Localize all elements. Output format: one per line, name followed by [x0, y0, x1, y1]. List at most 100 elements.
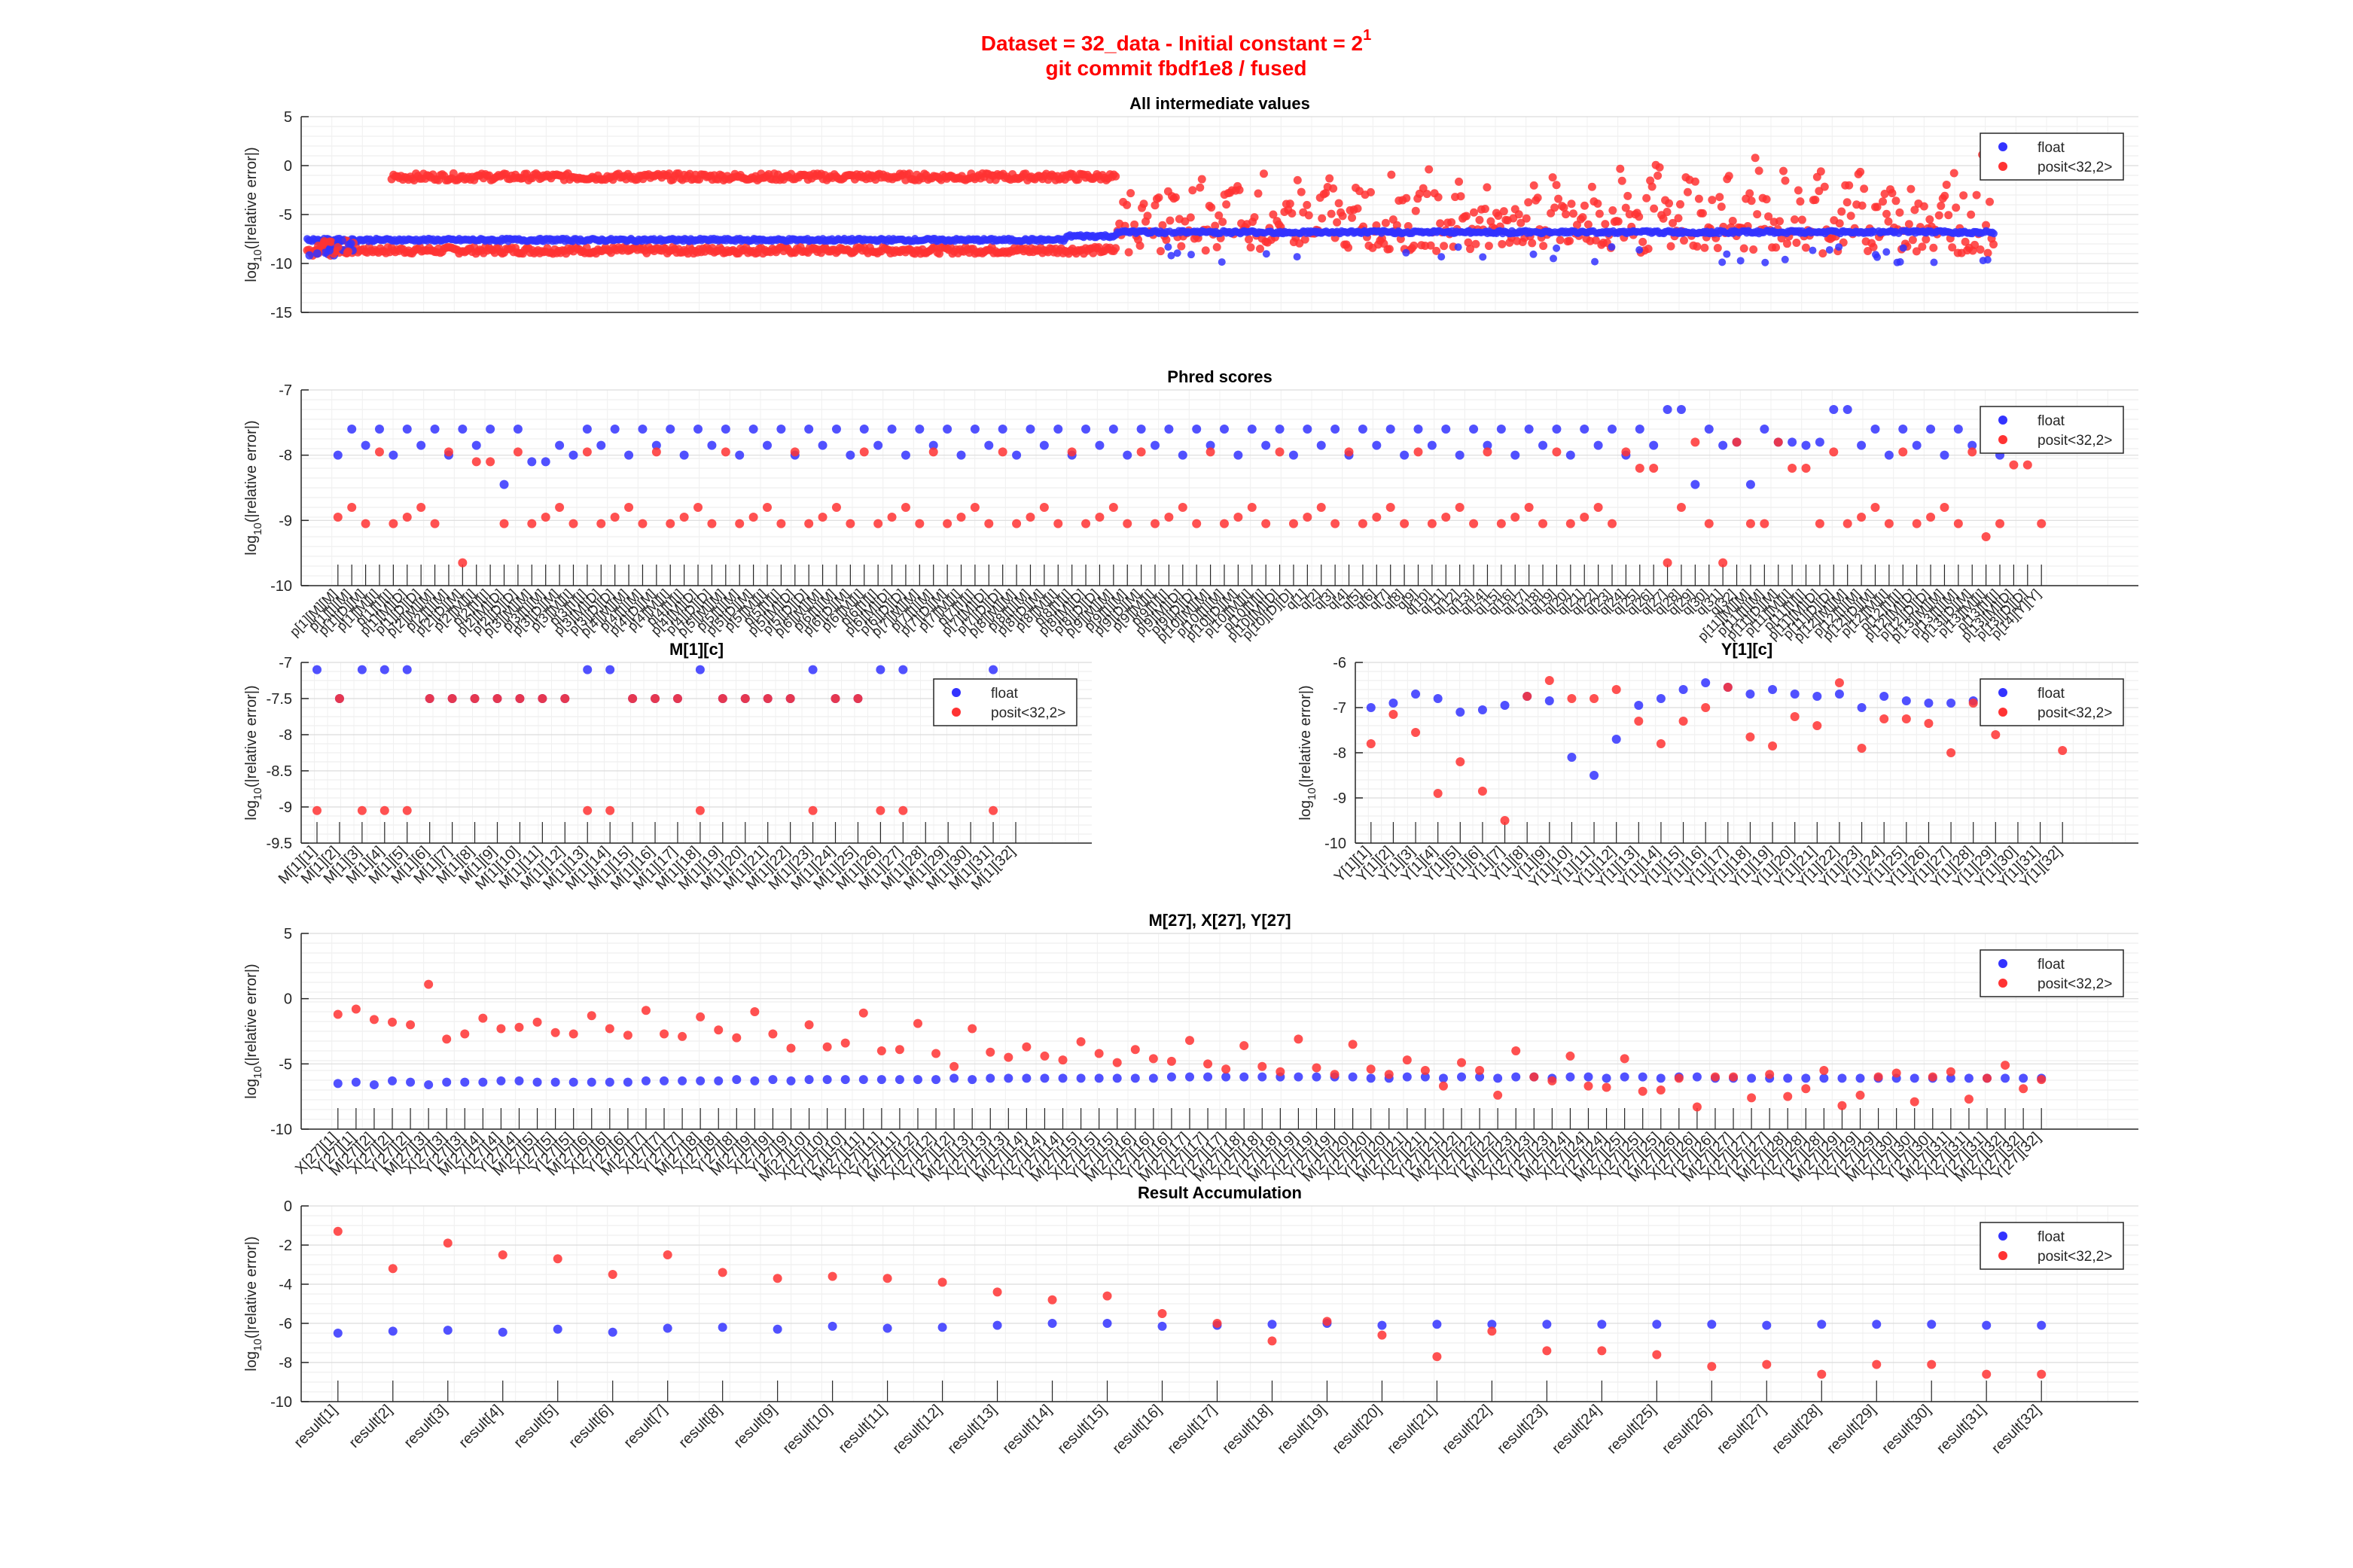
point-float — [1565, 450, 1575, 460]
point-posit — [1745, 732, 1755, 741]
point-float — [1946, 699, 1956, 708]
point-posit — [1514, 210, 1523, 219]
point-posit — [1663, 558, 1672, 568]
point-posit — [1212, 242, 1221, 251]
point-float — [1620, 1072, 1629, 1082]
point-float — [1167, 251, 1175, 260]
point-posit — [718, 694, 727, 703]
y-tick-label: -8.5 — [267, 763, 292, 780]
point-posit — [898, 805, 908, 815]
point-posit — [1381, 218, 1390, 227]
point-posit — [1327, 209, 1336, 218]
point-posit — [1215, 211, 1224, 220]
suptitle-line1: Dataset = 32_data - Initial constant = 2… — [981, 27, 1371, 55]
point-float — [555, 440, 565, 450]
point-float — [1870, 425, 1880, 434]
point-float — [402, 425, 412, 434]
point-float — [901, 450, 910, 460]
point-float — [1427, 440, 1437, 450]
point-posit — [1475, 1066, 1485, 1075]
point-float — [1076, 1073, 1086, 1083]
legend-label-posit: posit<32,2> — [2038, 160, 2112, 175]
point-posit — [1884, 519, 1894, 528]
point-posit — [1678, 717, 1688, 726]
point-posit — [822, 1042, 832, 1052]
point-posit — [1842, 198, 1852, 207]
point-float — [1589, 771, 1599, 780]
point-posit — [1708, 196, 1717, 205]
legend-marker-float — [1998, 959, 2007, 968]
point-float — [1538, 440, 1548, 450]
point-float — [333, 1079, 343, 1088]
point-float — [1157, 1321, 1167, 1331]
point-posit — [1462, 212, 1471, 221]
point-float — [1552, 425, 1562, 434]
point-float — [1510, 450, 1520, 460]
x-tick-label: result[1] — [291, 1402, 340, 1451]
point-posit — [937, 1277, 947, 1287]
point-float — [1388, 699, 1398, 708]
point-float — [460, 1077, 470, 1087]
point-posit — [1891, 1068, 1901, 1078]
point-float — [1608, 425, 1617, 434]
point-posit — [1269, 210, 1278, 219]
point-posit — [1694, 194, 1703, 203]
point-float — [1989, 230, 1998, 238]
legend-marker-posit — [1998, 979, 2007, 988]
point-float — [1801, 440, 1811, 450]
point-float — [1022, 1073, 1032, 1083]
point-posit — [1239, 1041, 1249, 1051]
point-posit — [1303, 513, 1312, 522]
point-float — [1591, 257, 1599, 266]
point-posit — [913, 1018, 922, 1028]
point-posit — [1888, 189, 1897, 198]
point-float — [389, 450, 398, 460]
point-posit — [1676, 503, 1686, 512]
point-posit — [943, 519, 952, 528]
point-posit — [1300, 235, 1309, 244]
point-posit — [1188, 186, 1197, 195]
legend-label-posit: posit<32,2> — [991, 705, 1065, 721]
point-float — [1402, 1072, 1412, 1082]
point-posit — [1297, 187, 1306, 196]
point-posit — [443, 1238, 453, 1248]
point-float — [707, 440, 717, 450]
point-float — [1108, 425, 1118, 434]
point-posit — [1304, 211, 1313, 220]
point-posit — [1707, 1362, 1717, 1372]
point-posit — [369, 1015, 379, 1025]
point-posit — [1580, 201, 1589, 210]
point-posit — [1790, 712, 1800, 721]
point-float — [1649, 440, 1659, 450]
point-posit — [1928, 1072, 1937, 1082]
point-posit — [1047, 1295, 1057, 1305]
point-float — [541, 457, 550, 467]
point-posit — [1940, 191, 1949, 200]
point-posit — [1562, 210, 1571, 219]
point-posit — [1649, 464, 1659, 473]
y-tick-label: -10 — [1324, 836, 1346, 852]
point-posit — [1718, 558, 1728, 568]
point-float — [818, 440, 828, 450]
x-tick-label: result[9] — [730, 1402, 780, 1451]
point-float — [1203, 1072, 1213, 1082]
y-axis-label: log10(|relative error|) — [243, 147, 264, 282]
point-posit — [1455, 757, 1465, 766]
point-posit — [1392, 221, 1401, 230]
point-float — [605, 665, 615, 674]
point-float — [1455, 450, 1465, 460]
point-float — [1192, 425, 1202, 434]
y-tick-label: -15 — [270, 305, 292, 321]
point-float — [1946, 1073, 1955, 1083]
point-posit — [1325, 174, 1334, 183]
point-float — [1095, 440, 1105, 450]
point-posit — [1494, 212, 1503, 221]
point-float — [608, 1327, 617, 1337]
x-tick-label: result[23] — [1494, 1402, 1550, 1457]
legend: float posit<32,2> — [1980, 1222, 2124, 1270]
point-float — [312, 665, 322, 674]
point-float — [496, 1076, 506, 1085]
point-posit — [1440, 242, 1449, 251]
point-posit — [1650, 204, 1659, 213]
point-float — [695, 665, 705, 674]
